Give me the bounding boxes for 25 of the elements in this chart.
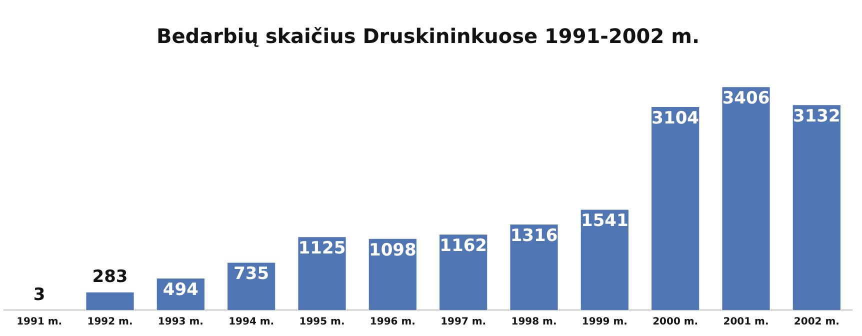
data-label: 1098	[369, 240, 416, 260]
data-label: 3104	[652, 108, 700, 128]
x-tick-label: 1999 m.	[582, 316, 628, 328]
x-tick-label: 1993 m.	[158, 316, 204, 328]
data-label: 283	[92, 266, 128, 287]
x-tick-label: 1997 m.	[440, 316, 486, 328]
x-tick-label: 1992 m.	[87, 316, 133, 328]
data-label: 1125	[298, 238, 346, 258]
data-label: 3132	[793, 106, 840, 127]
x-tick-label: 1995 m.	[299, 316, 345, 328]
x-tick-label: 1998 m.	[511, 316, 557, 328]
x-tick-label: 1991 m.	[16, 316, 62, 328]
data-label: 3406	[722, 88, 770, 109]
x-tick-label: 2001 m.	[723, 316, 769, 328]
data-label: 735	[234, 264, 270, 284]
x-tick-label: 2000 m.	[652, 316, 698, 328]
x-tick-label: 1996 m.	[370, 316, 416, 328]
data-label: 1316	[510, 226, 558, 246]
data-label: 494	[162, 280, 199, 300]
data-label: 3	[33, 285, 46, 306]
data-label: 1162	[440, 236, 487, 256]
x-tick-label: 2002 m.	[794, 316, 840, 328]
chart-title: Bedarbių skaičius Druskininkuose 1991-2002 m.	[156, 24, 700, 48]
x-tick-label: 1994 m.	[228, 316, 274, 328]
data-label: 1541	[581, 211, 628, 232]
